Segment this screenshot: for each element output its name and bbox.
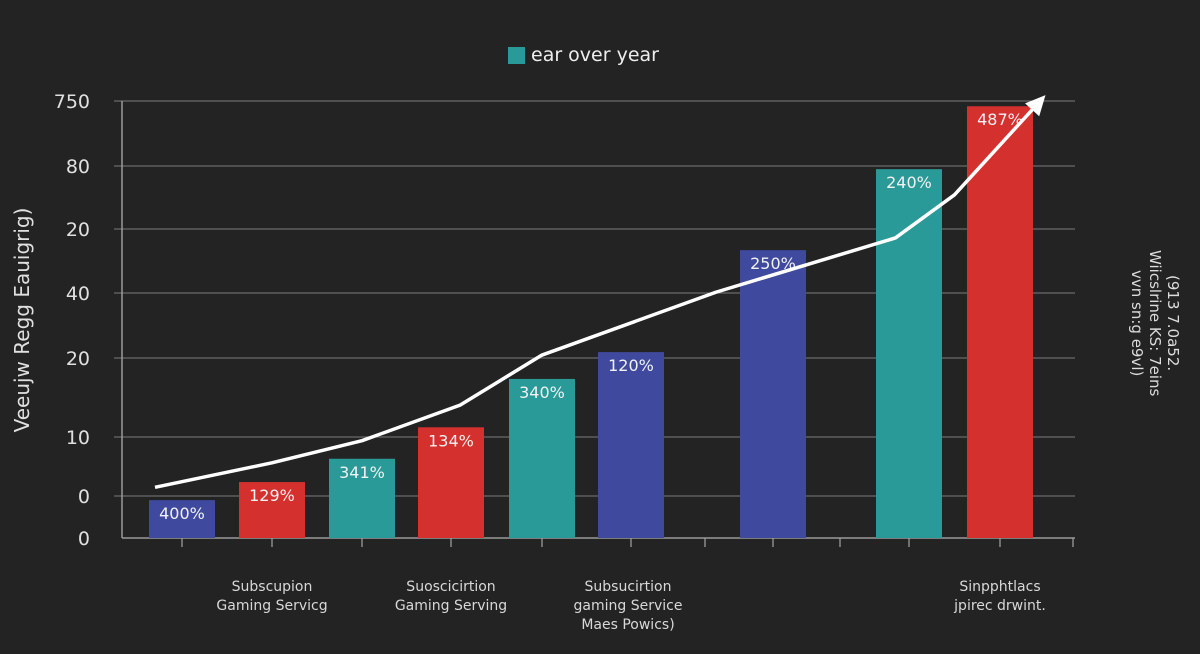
bar-data-label: 240% [886,173,932,192]
y-tick-label: 0 [78,486,90,508]
y-tick-label: 20 [66,219,90,241]
x-category-label: Subscupion Gaming Servicg [216,578,327,616]
bar-data-label: 341% [339,463,385,482]
bar [239,482,305,538]
x-category-label-line: Gaming Serving [394,598,508,614]
bar [329,458,395,538]
bar-data-label: 134% [428,431,474,450]
right-axis-title-line: (913 7.0a52. [1164,274,1182,372]
trend-line [154,104,1038,490]
y-tick-label: 20 [66,348,90,370]
bar-data-label: 129% [249,486,295,505]
y-tick-label: 40 [66,283,90,305]
x-category-label: Suoscicirtion Gaming Serving [395,578,507,616]
legend-label: ear over year [531,44,659,66]
y-tick-label: 10 [66,427,90,449]
x-category-label-line: Subsucirtion [584,579,672,595]
bar [740,250,806,539]
bar [876,169,942,538]
x-category-label-line: jpirec drwint. [954,598,1046,614]
trend-arrowhead-icon [1025,95,1046,117]
x-category-label-line: gaming Service [573,598,683,614]
x-category-label-line: Sinpphtlacs [959,579,1041,595]
y-axis-title-text: Veeujw Regg Eauigrig) [10,207,34,433]
right-axis-title-line: vvn sn:g e9vl) [1128,269,1146,377]
legend-swatch [508,46,525,64]
x-category-label: Sinpphtlacs jpirec drwint. [954,578,1046,616]
bar-data-label: 120% [608,356,654,375]
x-category-label-line: Suoscicirtion [406,579,496,595]
x-category-label-line: Gaming Servicg [216,598,328,614]
right-axis-title: (913 7.0a52. Wiicslrine KS: 7eins vvn sn… [1128,248,1182,398]
right-axis-title-line: Wiicslrine KS: 7eins [1146,249,1164,397]
bar-data-label: 340% [519,383,565,402]
x-category-label: Subsucirtion gaming Service Maes Powics) [574,578,683,635]
bar-data-label: 250% [750,254,796,273]
x-category-label-line: Subscupion [231,579,313,595]
bar-data-label: 487% [977,110,1023,129]
bar [418,427,484,538]
y-tick-label: 80 [66,156,90,178]
bar [509,378,575,538]
bar [149,500,215,538]
y-tick-label: 750 [54,91,90,113]
bar [967,106,1033,538]
bar-data-label: 400% [159,504,205,523]
x-category-label-line: Maes Powics) [581,617,675,633]
bar [598,352,664,538]
y-tick-label: 0 [78,528,90,550]
legend: ear over year [508,44,659,66]
